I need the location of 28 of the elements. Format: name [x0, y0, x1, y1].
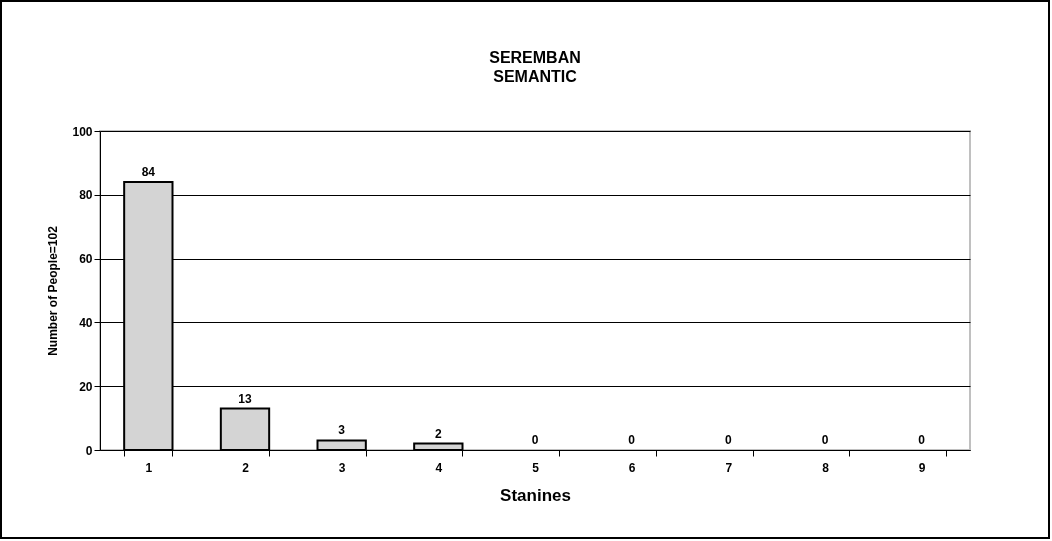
x-tick-label: 3 — [338, 460, 346, 475]
data-label: 0 — [918, 433, 926, 447]
data-label: 0 — [724, 433, 732, 447]
x-tick-label: 1 — [145, 460, 153, 475]
x-tick-label: 7 — [725, 460, 733, 475]
x-tick-label: 5 — [532, 460, 540, 475]
data-label: 0 — [821, 433, 829, 447]
y-tick-label: 20 — [79, 379, 93, 394]
data-label: 0 — [628, 433, 636, 447]
y-tick-label: 100 — [72, 124, 93, 139]
data-label: 3 — [338, 423, 346, 438]
chart-title: SEREMBAN — [489, 49, 581, 66]
x-tick-label: 8 — [822, 460, 830, 475]
x-tick-label: 4 — [435, 460, 443, 475]
x-tick-label: 2 — [242, 460, 250, 475]
y-tick-label: 0 — [85, 443, 93, 458]
data-label: 0 — [531, 433, 539, 447]
data-label: 84 — [141, 165, 156, 180]
data-label: 13 — [238, 391, 252, 406]
y-tick-label: 60 — [79, 252, 93, 267]
x-tick-label: 9 — [918, 460, 926, 475]
y-tick-label: 80 — [79, 188, 93, 203]
y-tick-label: 40 — [79, 315, 93, 330]
data-label: 2 — [434, 426, 442, 441]
y-axis-title: Number of People=102 — [46, 225, 61, 356]
x-axis-title: Stanines — [500, 485, 571, 505]
x-tick-label: 6 — [628, 460, 636, 475]
chart-subtitle: SEMANTIC — [493, 68, 578, 85]
